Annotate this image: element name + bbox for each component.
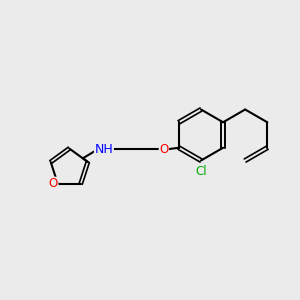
Text: O: O: [159, 143, 169, 156]
Text: O: O: [49, 177, 58, 190]
Text: Cl: Cl: [195, 165, 207, 178]
Text: NH: NH: [94, 143, 113, 156]
